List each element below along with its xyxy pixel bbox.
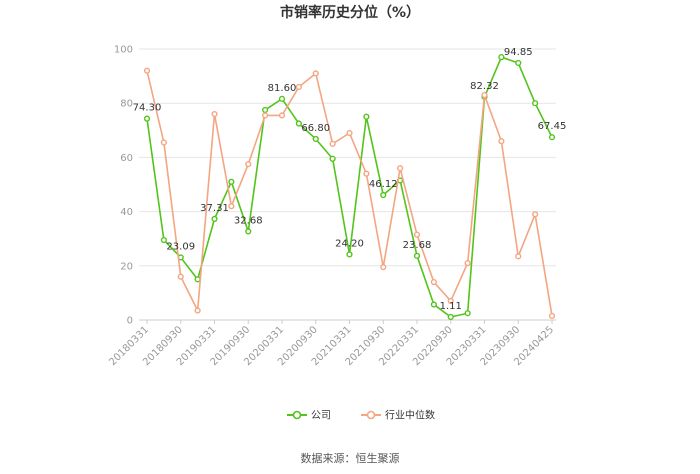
y-tick-label: 60	[120, 153, 133, 164]
legend-item-0[interactable]: 公司	[287, 411, 331, 422]
data-point	[515, 253, 522, 260]
data-point	[380, 191, 387, 199]
axes: 0204060801002018033120180930201903312019…	[107, 45, 556, 369]
data-label: 81.60	[268, 83, 297, 94]
data-label: 94.85	[504, 47, 533, 58]
data-label: 66.80	[301, 123, 330, 134]
data-point	[194, 276, 201, 283]
data-point	[464, 310, 471, 317]
legend-item-1[interactable]: 行业中位数	[361, 409, 435, 422]
data-point	[329, 140, 336, 147]
data-point	[245, 161, 252, 168]
legend-label: 公司	[311, 411, 331, 422]
data-source-note: 数据来源：恒生聚源	[301, 451, 400, 465]
data-label: 74.30	[133, 103, 162, 114]
data-point	[143, 67, 151, 74]
chart-title: 市销率历史分位（%）	[280, 4, 420, 21]
data-point	[177, 273, 184, 280]
data-point	[143, 115, 151, 122]
data-point	[430, 278, 437, 286]
data-label: 46.12	[369, 179, 398, 190]
data-label: 24.20	[335, 238, 364, 249]
legend-marker-icon	[292, 410, 302, 420]
data-point	[228, 178, 235, 185]
data-point	[160, 139, 167, 146]
data-point	[312, 135, 319, 143]
data-point	[329, 155, 336, 162]
data-point	[262, 106, 269, 114]
data-label: 23.09	[166, 241, 195, 252]
data-point	[312, 70, 319, 77]
data-point	[464, 259, 471, 267]
data-point	[532, 211, 539, 218]
data-point	[498, 54, 505, 61]
data-point	[413, 252, 421, 259]
data-point	[194, 307, 201, 314]
data-point	[548, 312, 556, 320]
data-label: 67.45	[538, 121, 567, 132]
y-tick-label: 20	[120, 261, 133, 272]
data-point	[548, 134, 556, 141]
data-point	[228, 203, 235, 210]
data-point	[397, 165, 404, 172]
y-tick-label: 40	[120, 207, 133, 218]
series-line-1	[146, 70, 553, 317]
data-point	[211, 215, 218, 222]
data-point	[278, 112, 286, 119]
data-point	[346, 251, 353, 258]
data-point	[363, 170, 370, 177]
data-label: 1.11	[440, 301, 462, 312]
data-point	[498, 138, 505, 145]
data-point	[278, 95, 286, 102]
legend-label: 行业中位数	[385, 409, 435, 422]
data-labels: 74.30 23.09 37.31 32.68 81.60 66.80 24.20 46.12…	[133, 47, 567, 312]
data-point	[160, 236, 167, 244]
legend: 公司 行业中位数	[287, 409, 435, 422]
data-point	[262, 112, 269, 119]
data-label: 23.68	[403, 240, 432, 251]
data-point	[380, 264, 387, 271]
data-point	[211, 110, 218, 118]
y-tick-label: 100	[114, 45, 133, 56]
data-point	[295, 83, 302, 91]
data-point	[413, 231, 421, 238]
data-label: 32.68	[234, 215, 263, 226]
data-point	[532, 100, 539, 107]
data-point	[295, 120, 302, 127]
data-point	[447, 313, 454, 321]
data-point	[515, 59, 522, 67]
data-label: 37.31	[200, 203, 229, 214]
data-point	[346, 129, 353, 137]
y-tick-label: 0	[127, 316, 133, 327]
y-tick-label: 80	[120, 99, 133, 110]
data-point	[363, 113, 370, 120]
data-point	[447, 297, 454, 305]
data-point	[430, 301, 437, 308]
data-point	[481, 91, 488, 99]
series-lines	[143, 54, 556, 321]
data-point	[245, 228, 252, 235]
data-label: 82.32	[470, 81, 499, 92]
legend-marker-icon	[366, 410, 376, 420]
